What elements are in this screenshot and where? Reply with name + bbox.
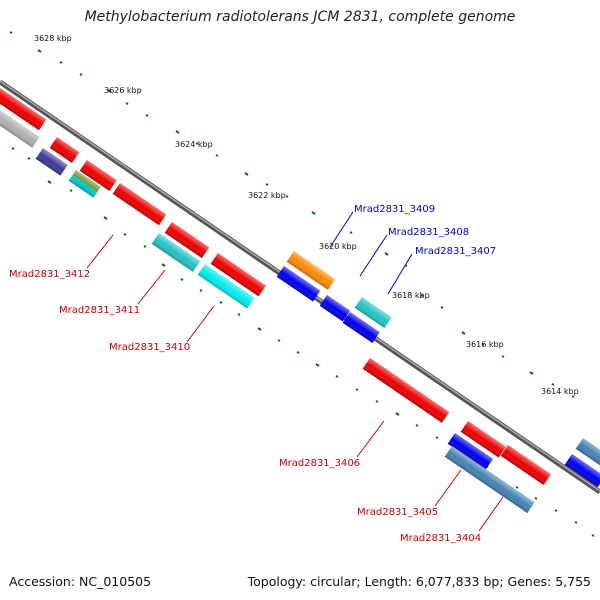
label-leaders: [86, 211, 504, 532]
kbp-scale: 3628 kbp 3626 kbp 3624 kbp 3622 kbp 3620…: [34, 34, 579, 396]
forward-strand-genes: [0, 88, 600, 486]
gene-block: [319, 295, 351, 322]
genome-summary-text: Topology: circular; Length: 6,077,833 bp…: [247, 574, 591, 589]
gene-block: [68, 170, 101, 198]
inner-tick-ring: [11, 147, 595, 537]
gene-block: [447, 433, 494, 470]
map-title: Methylobacterium radiotolerans JCM 2831,…: [84, 9, 516, 25]
kbp-label: 3628 kbp: [34, 34, 72, 43]
kbp-label: 3618 kbp: [392, 291, 430, 300]
gene-label: Mrad2831_3406: [279, 458, 360, 469]
gene-block: [0, 110, 40, 148]
gene-block: [210, 253, 266, 297]
gene-label: Mrad2831_3410: [109, 342, 190, 353]
gene-block: [362, 358, 450, 423]
kbp-label: 3622 kbp: [248, 191, 286, 200]
gene-label: Mrad2831_3404: [400, 533, 481, 544]
gene-block: [276, 266, 321, 302]
gene-block: [197, 264, 255, 309]
gene-block: [286, 251, 336, 290]
gene-block: [354, 297, 392, 329]
gene-block: [35, 148, 68, 176]
gene-label: Mrad2831_3407: [415, 246, 496, 257]
kbp-label: 3620 kbp: [319, 242, 357, 251]
accession-text: Accession: NC_010505: [9, 574, 152, 589]
gene-block: [49, 137, 80, 163]
gene-block: [112, 183, 167, 226]
gene-block: [164, 222, 210, 259]
gene-block: [460, 421, 507, 458]
gene-block: [444, 446, 535, 514]
gene-block: [151, 233, 201, 272]
gene-label: Mrad2831_3411: [59, 305, 140, 316]
gene-label: Mrad2831_3405: [357, 507, 438, 518]
gene-label: Mrad2831_3409: [354, 204, 435, 215]
gene-block: [500, 445, 551, 486]
gene-labels: Mrad2831_3409 Mrad2831_3408 Mrad2831_340…: [9, 204, 496, 544]
gene-block: [0, 88, 47, 131]
kbp-label: 3614 kbp: [541, 387, 579, 396]
gene-block: [564, 454, 600, 488]
kbp-label: 3626 kbp: [104, 86, 142, 95]
gene-label: Mrad2831_3408: [388, 227, 469, 238]
outer-tick-ring: [9, 31, 575, 398]
gene-block: [79, 160, 117, 192]
kbp-label: 3616 kbp: [466, 340, 504, 349]
gene-block: [342, 312, 380, 344]
kbp-label: 3624 kbp: [175, 140, 213, 149]
reverse-strand-genes: [0, 110, 600, 514]
gene-label: Mrad2831_3412: [9, 269, 90, 280]
